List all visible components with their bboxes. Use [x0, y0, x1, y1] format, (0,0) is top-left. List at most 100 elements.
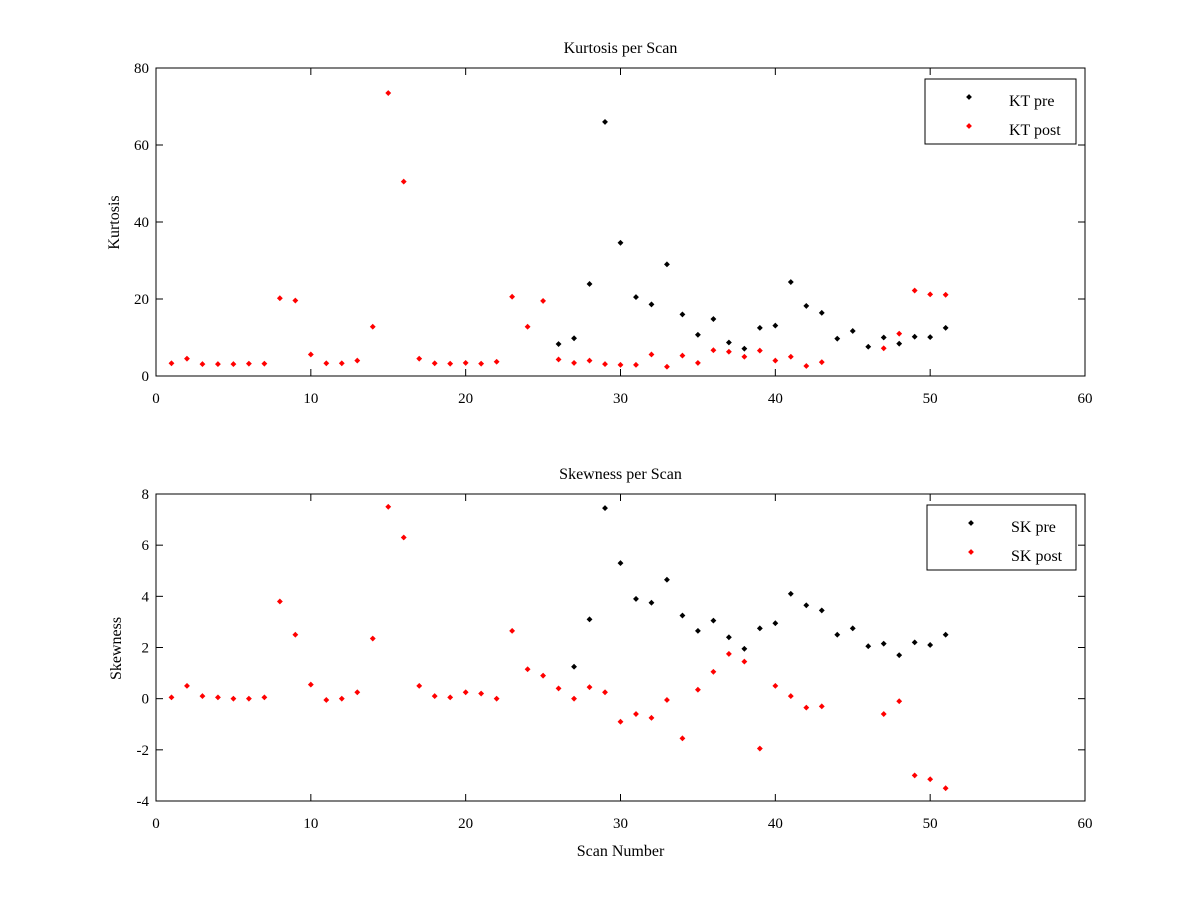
kurtosis-point-pre — [756, 324, 763, 331]
kurtosis-point-pre — [617, 239, 624, 246]
kurtosis-point-pre — [555, 341, 562, 347]
skewness-point-post — [617, 718, 624, 725]
skewness-point-pre — [694, 627, 701, 634]
skewness-point-pre — [571, 663, 577, 670]
skewness-point-pre — [772, 620, 779, 627]
skewness-point-pre — [818, 607, 825, 614]
kurtosis-point-post — [787, 353, 794, 360]
kurtosis-ytick-label: 20 — [134, 292, 149, 308]
kurtosis-point-post — [602, 361, 608, 367]
skewness-point-post — [307, 681, 314, 688]
skewness-point-post — [571, 695, 577, 702]
kurtosis-xtick-label: 40 — [768, 391, 783, 407]
kurtosis-point-post — [292, 297, 299, 304]
skewness-ytick-label: 6 — [142, 538, 150, 554]
skewness-xtick-label: 0 — [152, 816, 160, 832]
kurtosis-point-post — [354, 357, 361, 364]
skewness-point-pre — [617, 560, 624, 566]
skewness-point-post — [276, 598, 283, 605]
skewness-panel: 0 10 20 30 40 50 60 -4 -2 0 2 4 6 8 Skewness per Scan… — [108, 466, 1093, 860]
kurtosis-point-pre — [787, 279, 794, 285]
skewness-legend: SK pre SK post — [926, 504, 1077, 571]
kurtosis-point-post — [741, 353, 748, 360]
skewness-point-pre — [927, 642, 934, 648]
skewness-point-pre — [633, 595, 639, 602]
skewness-xtick-label: 30 — [613, 816, 628, 832]
kurtosis-point-post — [772, 357, 779, 364]
skewness-point-pre — [865, 643, 872, 650]
kurtosis-point-pre — [725, 339, 732, 346]
skewness-point-post — [509, 627, 516, 634]
skewness-point-pre — [911, 639, 918, 646]
skewness-point-post — [942, 785, 949, 792]
skewness-legend-symbol-pre — [968, 520, 974, 526]
skewness-legend-box — [926, 504, 1077, 571]
skewness-point-post — [694, 686, 701, 693]
skewness-point-post — [555, 685, 562, 692]
skewness-point-pre — [725, 634, 732, 641]
kurtosis-point-post — [215, 361, 221, 367]
kurtosis-point-post — [617, 361, 624, 368]
kurtosis-point-post — [911, 287, 918, 294]
kurtosis-point-pre — [942, 324, 949, 331]
kurtosis-legend-marker-pre — [966, 94, 972, 100]
kurtosis-point-pre — [927, 334, 934, 341]
skewness-point-post — [741, 658, 748, 665]
skewness-point-post — [168, 694, 175, 701]
kurtosis-point-post — [679, 352, 686, 359]
kurtosis-point-pre — [633, 294, 639, 300]
skewness-point-post — [369, 635, 376, 642]
skewness-point-pre — [849, 625, 856, 632]
skewness-point-post — [385, 503, 392, 510]
kurtosis-ytick-label: 60 — [134, 138, 149, 154]
kurtosis-xtick-label: 20 — [458, 391, 473, 407]
skewness-point-post — [462, 689, 469, 696]
kurtosis-point-post — [478, 360, 485, 367]
kurtosis-point-post — [540, 298, 547, 304]
kurtosis-point-post — [509, 293, 516, 300]
kurtosis-point-post — [756, 347, 763, 354]
kurtosis-point-pre — [880, 334, 887, 341]
kurtosis-point-post — [184, 355, 190, 362]
kurtosis-series-pre — [555, 118, 949, 352]
skewness-legend-marker-pre — [968, 520, 974, 526]
skewness-point-post — [787, 693, 794, 700]
kurtosis-point-post — [493, 358, 500, 365]
kurtosis-point-post — [462, 359, 469, 366]
skewness-point-pre — [942, 631, 949, 638]
skewness-legend-marker-post — [968, 549, 974, 555]
skewness-ytick-label: 0 — [142, 692, 150, 708]
skewness-point-post — [416, 682, 423, 689]
skewness-point-post — [400, 534, 407, 541]
skewness-series-pre — [571, 505, 949, 670]
skewness-ylabel: Skewness — [108, 617, 125, 680]
skewness-point-post — [261, 694, 268, 701]
skewness-point-post — [818, 703, 825, 710]
kurtosis-legend-label-post: KT post — [1009, 122, 1061, 139]
kurtosis-xtick-label: 10 — [303, 391, 318, 407]
skewness-point-post — [478, 690, 485, 697]
skewness-point-pre — [756, 625, 763, 632]
kurtosis-point-pre — [679, 311, 686, 318]
kurtosis-point-pre — [803, 303, 810, 309]
kurtosis-xtick-label: 0 — [152, 391, 160, 407]
skewness-xtick-label: 20 — [458, 816, 473, 832]
skewness-point-post — [493, 695, 500, 702]
skewness-point-post — [648, 714, 655, 721]
kurtosis-point-post — [323, 360, 330, 367]
kurtosis-point-post — [447, 360, 454, 367]
skewness-point-post — [245, 695, 252, 702]
skewness-point-post — [447, 694, 454, 701]
skewness-point-pre — [896, 652, 903, 659]
skewness-xtick-label: 40 — [768, 816, 783, 832]
skewness-point-post — [664, 697, 670, 703]
kurtosis-xtick-label: 50 — [923, 391, 938, 407]
skewness-point-pre — [648, 599, 655, 606]
skewness-series-post — [168, 503, 949, 792]
skewness-xtick-label: 60 — [1078, 816, 1093, 832]
skewness-plot-area: 0 10 20 30 40 50 60 -4 -2 0 2 4 6 8 — [137, 487, 1093, 832]
skewness-point-post — [586, 684, 593, 691]
kurtosis-legend-symbol-pre — [966, 94, 972, 100]
kurtosis-legend: KT pre KT post — [924, 78, 1077, 145]
